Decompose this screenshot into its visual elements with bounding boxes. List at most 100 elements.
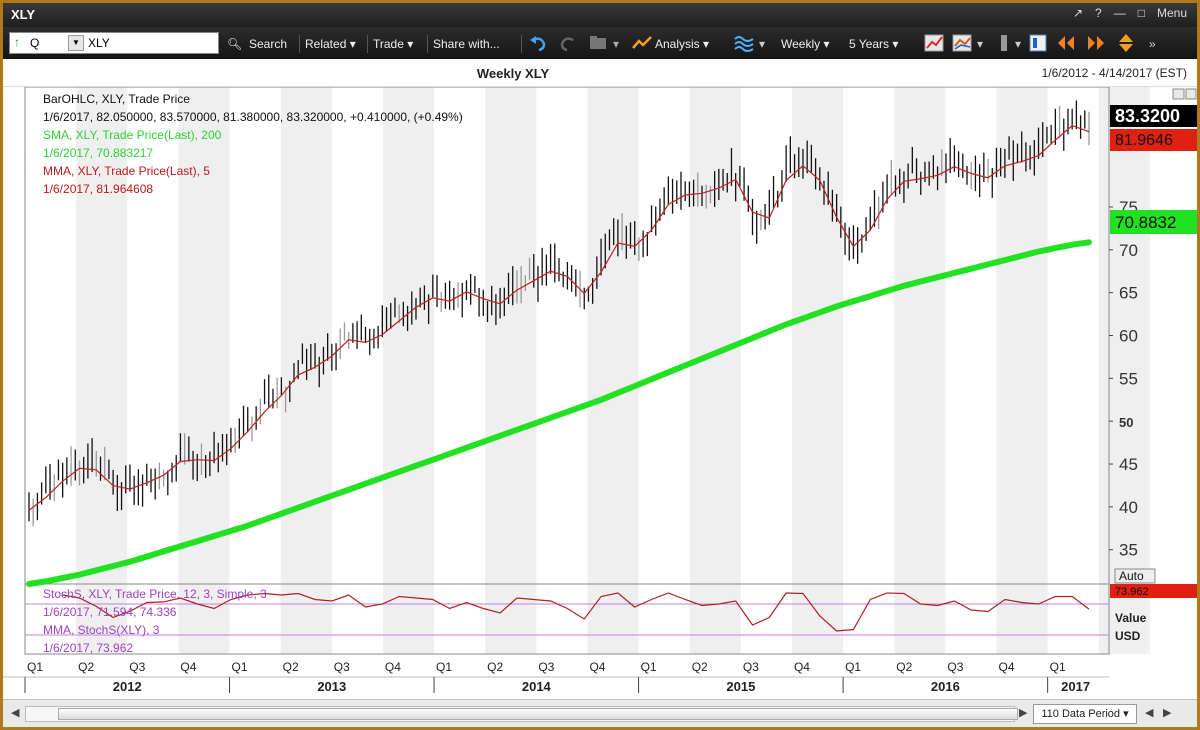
symbol-input[interactable]	[88, 35, 214, 51]
quarter-band	[76, 87, 128, 654]
stoch-legend-line: MMA, StochS(XLY), 3	[43, 623, 160, 637]
y-tick-label: 40	[1119, 498, 1138, 517]
stoch-axis-value-label: Value	[1115, 611, 1147, 625]
scroll-left-arrow-icon[interactable]: ◀	[11, 707, 20, 719]
legend-line: 1/6/2017, 82.050000, 83.570000, 81.38000…	[43, 110, 463, 124]
range-menu[interactable]: 5 Years ▾	[849, 37, 899, 51]
popout-icon[interactable]: ↗	[1072, 6, 1084, 20]
period-left-icon[interactable]: ◀	[1145, 707, 1154, 719]
y-tick-label: 55	[1119, 369, 1138, 388]
ruler-dropdown-icon[interactable]: ▾	[1015, 37, 1022, 51]
y-tick-label: 50	[1119, 415, 1133, 430]
price-tag-last: 83.3200	[1110, 105, 1197, 127]
scroll-right-icon[interactable]	[1085, 32, 1107, 54]
symbol-dropdown-button[interactable]: ▼	[68, 35, 84, 51]
x-year-label: 2012	[113, 679, 142, 694]
interval-menu[interactable]: Weekly ▾	[781, 37, 830, 51]
y-tick-label: 45	[1119, 455, 1138, 474]
quarter-band	[382, 87, 435, 654]
x-quarter-label: Q1	[641, 660, 657, 674]
x-year-label: 2016	[931, 679, 960, 694]
menu-button[interactable]: Menu	[1156, 6, 1187, 20]
x-quarter-label: Q2	[692, 660, 708, 674]
x-quarter-label: Q2	[283, 660, 299, 674]
x-year-label: 2013	[317, 679, 346, 694]
studies-icon[interactable]	[733, 32, 755, 54]
x-quarter-label: Q4	[999, 660, 1015, 674]
analysis-menu[interactable]: Analysis ▾	[655, 37, 710, 51]
search-icon[interactable]: 🔍︎	[227, 37, 243, 51]
stoch-axis-unit-label: USD	[1115, 629, 1141, 643]
scrollbar-thumb[interactable]	[58, 708, 1018, 720]
price-tag-sma-text: 70.8832	[1115, 213, 1176, 232]
pane-restore-icon[interactable]	[1172, 88, 1185, 100]
legend-line: MMA, XLY, Trade Price(Last), 5	[43, 164, 210, 178]
toolbar: ↑ Q ▼ 🔍︎ Search Related ▾ Trade ▾ Share …	[3, 27, 1197, 59]
y-tick-label: 65	[1119, 284, 1138, 303]
scroll-left-icon[interactable]	[1055, 32, 1077, 54]
ruler-icon[interactable]	[993, 32, 1015, 54]
minimize-icon[interactable]: —	[1113, 6, 1126, 20]
x-quarter-label: Q4	[589, 660, 605, 674]
time-scrollbar[interactable]	[25, 706, 1018, 722]
x-quarter-label: Q1	[232, 660, 248, 674]
y-tick-label: 35	[1119, 541, 1138, 560]
zoom-icon[interactable]	[1115, 32, 1137, 54]
maximize-icon[interactable]: □	[1137, 6, 1145, 20]
auto-scale-button[interactable]	[1114, 568, 1156, 584]
chart-type-icon[interactable]	[923, 32, 945, 54]
folder-icon[interactable]	[587, 32, 609, 54]
stoch-legend-line: 1/6/2017, 73.962	[43, 641, 133, 655]
quarter-band	[996, 87, 1048, 654]
folder-dropdown-icon[interactable]: ▾	[613, 37, 620, 51]
x-quarter-label: Q4	[794, 660, 810, 674]
related-menu[interactable]: Related ▾	[305, 37, 356, 51]
layout-icon[interactable]	[1027, 32, 1049, 54]
x-quarter-label: Q3	[129, 660, 145, 674]
y-tick-label: 70	[1119, 241, 1138, 260]
scroll-right-arrow-icon[interactable]: ▶	[1019, 707, 1028, 719]
quarter-band	[791, 87, 844, 654]
x-quarter-label: Q2	[487, 660, 503, 674]
stoch-line	[62, 592, 1090, 632]
chart-header: Weekly XLY 1/6/2012 - 4/14/2017 (EST)	[3, 59, 1197, 87]
pane-close-icon[interactable]	[1185, 88, 1197, 100]
trade-menu[interactable]: Trade ▾	[373, 37, 414, 51]
x-quarter-label: Q2	[78, 660, 94, 674]
undo-icon[interactable]	[527, 32, 549, 54]
y-tick-label: 60	[1119, 327, 1138, 346]
share-button[interactable]: Share with...	[433, 37, 500, 51]
stoch-legend-line: StochS, XLY, Trade Price, 12, 3, Simple,…	[43, 587, 267, 601]
x-year-label: 2014	[522, 679, 552, 694]
x-quarter-label: Q4	[385, 660, 401, 674]
studies-dropdown-icon[interactable]: ▾	[759, 37, 766, 51]
more-icon[interactable]: »	[1149, 37, 1156, 51]
auto-scale-label: Auto	[1119, 569, 1144, 583]
help-icon[interactable]: ?	[1095, 6, 1102, 20]
legend-line: 1/6/2017, 81.964608	[43, 182, 153, 196]
compare-icon[interactable]	[951, 32, 973, 54]
quarter-band	[1098, 87, 1150, 654]
data-period-selector[interactable]: 110 Data Period ▾	[1033, 704, 1137, 724]
stoch-legend-line: 1/6/2017, 71.594, 74.336	[43, 605, 177, 619]
quarter-band	[178, 87, 230, 654]
x-quarter-label: Q4	[180, 660, 196, 674]
analysis-icon	[632, 36, 652, 49]
x-quarter-label: Q3	[334, 660, 350, 674]
period-right-icon[interactable]: ▶	[1163, 707, 1172, 719]
x-quarter-label: Q1	[436, 660, 452, 674]
search-button[interactable]: Search	[249, 37, 288, 51]
symbol-prefix[interactable]: Q	[30, 36, 40, 50]
price-tag-mma: 81.9646	[1110, 129, 1197, 151]
x-quarter-label: Q1	[1050, 660, 1066, 674]
legend-line: BarOHLC, XLY, Trade Price	[43, 92, 190, 106]
x-quarter-label: Q3	[743, 660, 759, 674]
x-quarter-label: Q3	[538, 660, 554, 674]
date-range: 1/6/2012 - 4/14/2017 (EST)	[1041, 66, 1187, 80]
quarter-band	[587, 87, 639, 654]
redo-icon[interactable]	[557, 32, 579, 54]
compare-dropdown-icon[interactable]: ▾	[977, 37, 984, 51]
x-quarter-label: Q3	[947, 660, 963, 674]
